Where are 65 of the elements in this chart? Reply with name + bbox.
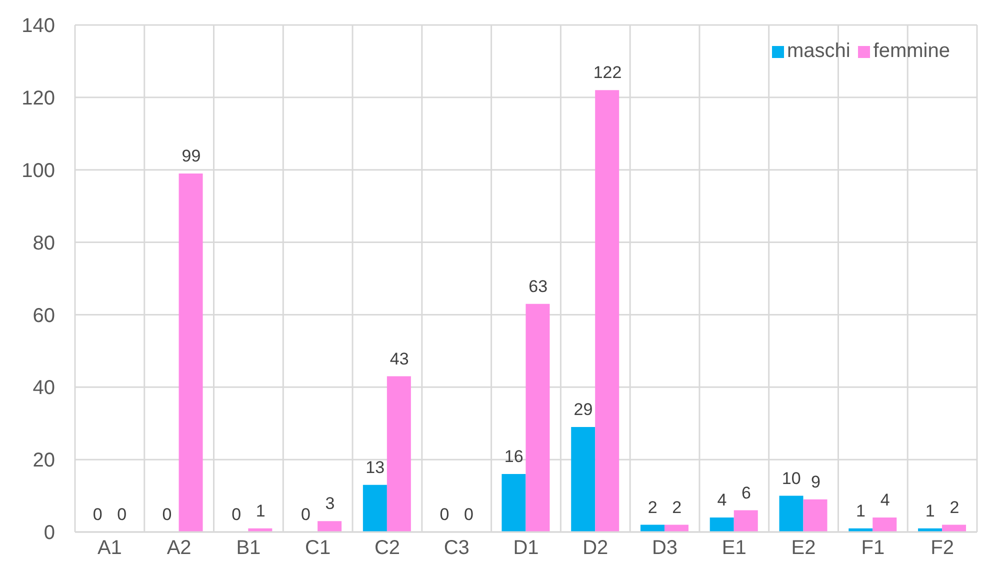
data-label: 29 [574, 400, 593, 419]
y-tick-label: 60 [32, 304, 55, 327]
x-tick-label: F2 [930, 537, 954, 560]
x-tick-label: C3 [444, 537, 470, 560]
data-label: 1 [256, 501, 266, 520]
data-label: 0 [232, 505, 242, 524]
bar [178, 173, 203, 532]
data-label: 0 [162, 505, 172, 524]
bar [640, 524, 664, 532]
data-label: 0 [300, 505, 310, 524]
data-label: 0 [92, 505, 102, 524]
x-tick-label: E2 [791, 537, 816, 560]
x-tick-label: D3 [652, 537, 678, 560]
bar [872, 518, 897, 532]
data-label: 99 [182, 146, 201, 166]
data-label: 4 [717, 490, 727, 510]
data-label: 13 [366, 458, 385, 477]
bar [710, 518, 734, 532]
bar [526, 304, 550, 532]
x-tick-label: C1 [305, 537, 331, 560]
data-label: 10 [782, 468, 801, 488]
y-tick-label: 0 [44, 522, 55, 544]
x-tick-label: D1 [513, 537, 539, 560]
data-label: 2 [672, 498, 682, 517]
data-label: 9 [810, 472, 820, 492]
data-label: 43 [390, 349, 409, 368]
x-tick-label: B1 [236, 537, 261, 560]
x-tick-label: C2 [374, 537, 400, 560]
bar [595, 90, 620, 532]
data-label: 3 [325, 494, 335, 514]
x-tick-label: D2 [582, 537, 608, 560]
data-label: 4 [880, 490, 890, 510]
y-tick-label: 20 [32, 450, 55, 472]
data-label: 0 [440, 505, 450, 524]
data-label: 122 [593, 63, 622, 82]
data-label: 6 [742, 483, 752, 502]
y-tick-label: 140 [22, 15, 55, 38]
x-tick-label: A2 [166, 537, 192, 560]
y-tick-label: 120 [22, 88, 55, 110]
data-label: 16 [504, 447, 524, 466]
data-label: 0 [117, 505, 127, 524]
bar [734, 510, 758, 532]
y-tick-label: 80 [32, 232, 55, 254]
bar [362, 484, 387, 532]
bar [502, 474, 526, 532]
bar [779, 496, 804, 532]
x-tick-label: F1 [861, 537, 885, 560]
data-label: 1 [925, 501, 935, 520]
y-tick-label: 40 [32, 377, 55, 400]
x-tick-label: E1 [722, 537, 746, 560]
data-label: 1 [856, 501, 866, 520]
x-tick-label: A1 [97, 537, 122, 560]
legend-label: maschi [786, 40, 850, 63]
legend-label: femmine [873, 40, 950, 63]
data-label: 2 [648, 498, 658, 517]
data-label: 0 [464, 505, 474, 524]
data-label: 63 [528, 276, 548, 296]
data-label: 2 [950, 498, 960, 517]
bar [942, 524, 966, 532]
bar [664, 524, 688, 532]
bar [318, 521, 342, 532]
bar [571, 426, 596, 532]
bar [386, 376, 411, 532]
bar [803, 499, 828, 532]
y-tick-label: 100 [22, 160, 55, 182]
